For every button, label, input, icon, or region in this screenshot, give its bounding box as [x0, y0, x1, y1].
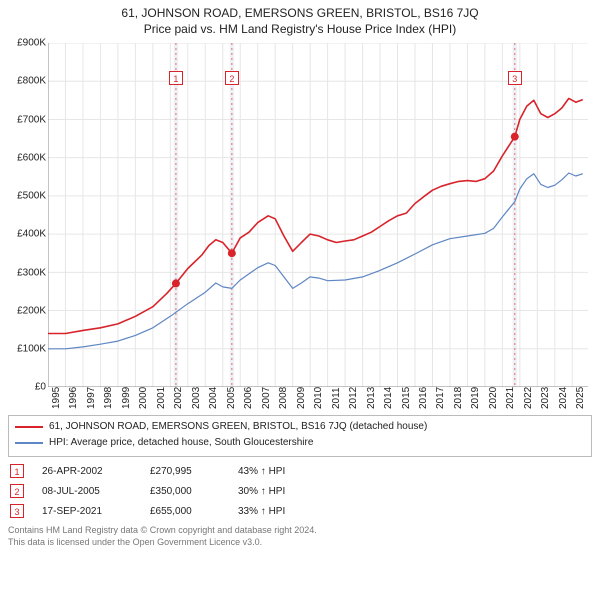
x-tick-label: 2009	[296, 387, 307, 409]
plot-area: 1 2 3	[48, 43, 588, 387]
x-tick-label: 2013	[366, 387, 377, 409]
x-axis: 1995 1996 1997 1998 1999 2000 2001 2002 2003 2004…	[48, 387, 588, 411]
chart-marker-2: 2	[225, 71, 239, 85]
legend-swatch-hpi	[15, 442, 43, 444]
x-tick-label: 2016	[418, 387, 429, 409]
y-tick-label: £800K	[17, 76, 46, 87]
x-tick-label: 1997	[86, 387, 97, 409]
x-tick-label: 2010	[313, 387, 324, 409]
chart-marker-3: 3	[508, 71, 522, 85]
x-tick-label: 2011	[331, 388, 342, 410]
sale-vs-hpi: 33% ↑ HPI	[238, 506, 285, 517]
x-tick-label: 2006	[243, 387, 254, 409]
chart-title: 61, JOHNSON ROAD, EMERSONS GREEN, BRISTO…	[8, 6, 592, 22]
x-tick-label: 2000	[138, 387, 149, 409]
chart-container: 61, JOHNSON ROAD, EMERSONS GREEN, BRISTO…	[0, 0, 600, 590]
footer-copyright: Contains HM Land Registry data © Crown c…	[8, 525, 592, 537]
legend: 61, JOHNSON ROAD, EMERSONS GREEN, BRISTO…	[8, 415, 592, 457]
x-tick-label: 1999	[121, 387, 132, 409]
sales-row: 3 17-SEP-2021 £655,000 33% ↑ HPI	[8, 501, 592, 521]
x-tick-label: 1998	[103, 387, 114, 409]
x-tick-label: 1996	[68, 387, 79, 409]
x-tick-label: 2001	[156, 387, 167, 409]
sale-date: 26-APR-2002	[42, 466, 132, 477]
sale-vs-hpi: 30% ↑ HPI	[238, 486, 285, 497]
legend-row-property: 61, JOHNSON ROAD, EMERSONS GREEN, BRISTO…	[15, 420, 585, 434]
y-tick-label: £500K	[17, 191, 46, 202]
y-tick-label: £200K	[17, 305, 46, 316]
legend-label-property: 61, JOHNSON ROAD, EMERSONS GREEN, BRISTO…	[49, 420, 427, 434]
x-tick-label: 1995	[51, 387, 62, 409]
y-tick-label: £400K	[17, 229, 46, 240]
footer: Contains HM Land Registry data © Crown c…	[8, 525, 592, 548]
x-tick-label: 2005	[226, 387, 237, 409]
x-tick-label: 2017	[435, 387, 446, 409]
sale-price: £270,995	[150, 466, 220, 477]
y-tick-label: £900K	[17, 38, 46, 49]
sale-vs-hpi: 43% ↑ HPI	[238, 466, 285, 477]
y-tick-label: £300K	[17, 267, 46, 278]
sale-price: £350,000	[150, 486, 220, 497]
sales-row: 2 08-JUL-2005 £350,000 30% ↑ HPI	[8, 481, 592, 501]
x-tick-label: 2019	[470, 387, 481, 409]
sale-date: 17-SEP-2021	[42, 506, 132, 517]
sale-date: 08-JUL-2005	[42, 486, 132, 497]
y-tick-label: £0	[35, 382, 46, 393]
x-tick-label: 2015	[401, 387, 412, 409]
chart-subtitle: Price paid vs. HM Land Registry's House …	[8, 22, 592, 38]
y-tick-label: £600K	[17, 152, 46, 163]
x-tick-label: 2012	[348, 387, 359, 409]
chart-area: £0 £100K £200K £300K £400K £500K £600K £700K £80…	[8, 43, 592, 411]
legend-swatch-property	[15, 426, 43, 428]
x-tick-label: 2014	[383, 387, 394, 409]
x-tick-label: 2025	[575, 387, 586, 409]
legend-label-hpi: HPI: Average price, detached house, Sout…	[49, 436, 313, 450]
x-tick-label: 2024	[558, 387, 569, 409]
legend-row-hpi: HPI: Average price, detached house, Sout…	[15, 436, 585, 450]
y-tick-label: £100K	[17, 343, 46, 354]
x-tick-label: 2004	[208, 387, 219, 409]
chart-marker-1: 1	[169, 71, 183, 85]
sale-price: £655,000	[150, 506, 220, 517]
x-tick-label: 2008	[278, 387, 289, 409]
footer-licence: This data is licensed under the Open Gov…	[8, 537, 592, 549]
x-tick-label: 2022	[523, 387, 534, 409]
sales-table: 1 26-APR-2002 £270,995 43% ↑ HPI 2 08-JU…	[8, 461, 592, 521]
x-tick-label: 2003	[191, 387, 202, 409]
y-axis: £0£100K£200K£300K£400K£500K£600K£700K£80…	[8, 43, 48, 387]
sales-row: 1 26-APR-2002 £270,995 43% ↑ HPI	[8, 461, 592, 481]
x-tick-label: 2002	[173, 387, 184, 409]
x-tick-label: 2021	[505, 387, 516, 409]
x-tick-label: 2007	[261, 387, 272, 409]
x-tick-label: 2018	[453, 387, 464, 409]
y-tick-label: £700K	[17, 114, 46, 125]
x-tick-label: 2020	[488, 387, 499, 409]
x-tick-label: 2023	[540, 387, 551, 409]
sale-marker-3: 3	[10, 504, 24, 518]
sale-marker-2: 2	[10, 484, 24, 498]
sale-marker-1: 1	[10, 464, 24, 478]
